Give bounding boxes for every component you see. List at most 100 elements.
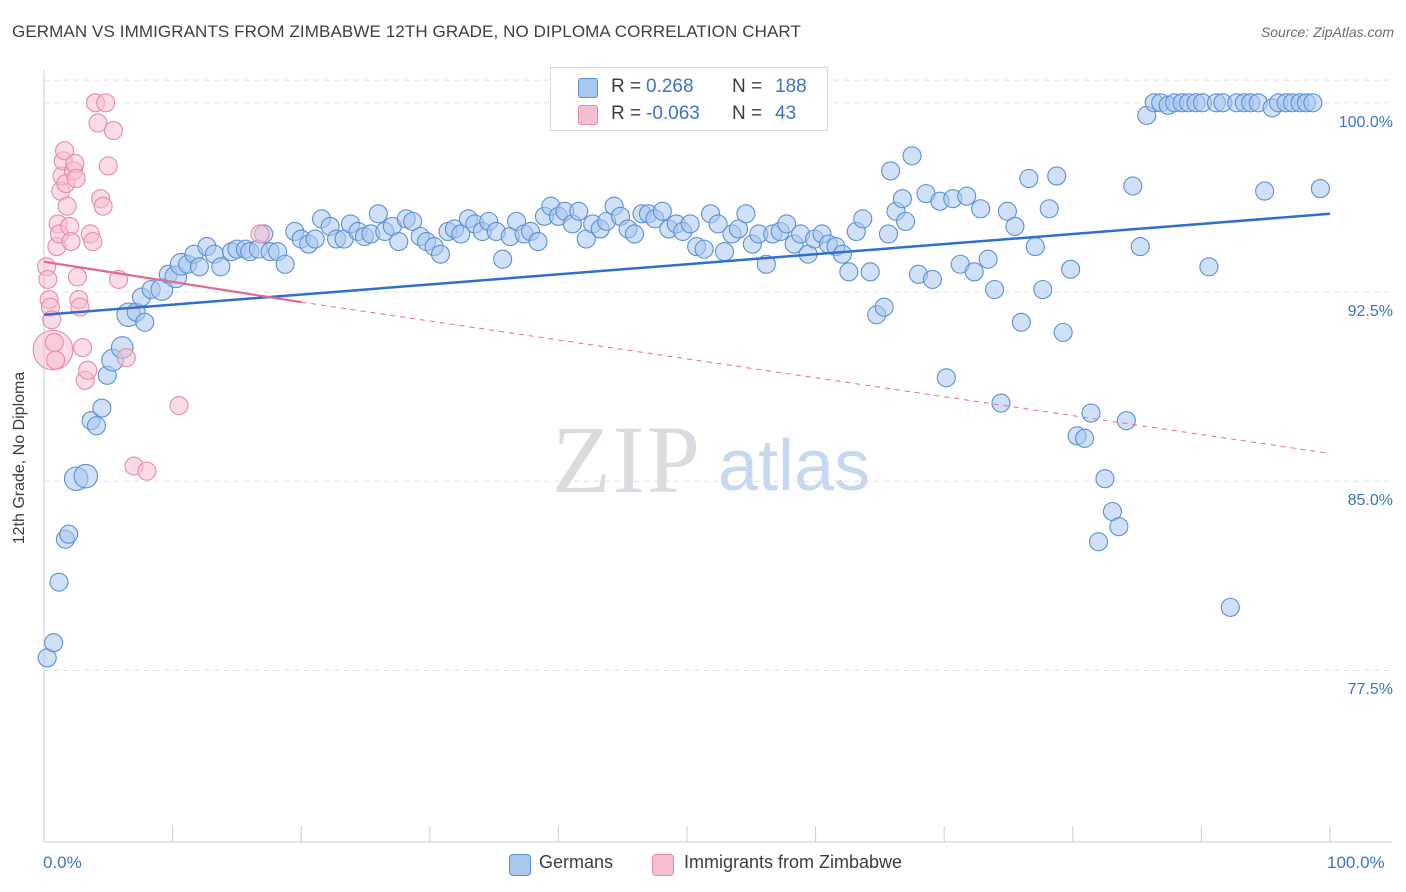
y-axis-title: 12th Grade, No Diploma	[11, 371, 28, 545]
data-point	[305, 229, 325, 249]
data-point	[902, 146, 922, 166]
data-point	[896, 211, 916, 231]
data-point	[736, 204, 756, 224]
data-point	[832, 244, 852, 264]
data-point	[528, 232, 548, 252]
series-legend-swatch-germans	[509, 854, 531, 876]
data-point	[169, 395, 189, 416]
data-point	[59, 524, 79, 544]
data-point	[493, 249, 513, 269]
zimbabwe-points	[32, 93, 270, 481]
data-point	[98, 156, 118, 176]
data-point	[1025, 237, 1045, 257]
data-point	[756, 254, 776, 274]
trend-lines	[43, 212, 1331, 454]
trend-line-zimbabwe-extension	[301, 301, 1331, 454]
data-point	[61, 232, 81, 252]
data-point	[1011, 312, 1031, 332]
chart-title: GERMAN VS IMMIGRANTS FROM ZIMBABWE 12TH …	[12, 22, 801, 41]
legend-row-germans: R = 0.268 N = 188	[551, 74, 827, 100]
data-point	[1053, 322, 1073, 342]
data-point	[957, 186, 977, 206]
data-point	[708, 214, 728, 234]
data-point	[971, 199, 991, 219]
legend-n-label: N =	[732, 103, 763, 124]
data-point	[1109, 517, 1129, 537]
data-point	[1116, 411, 1136, 431]
legend-r-label: R =	[611, 103, 642, 124]
data-point	[1005, 216, 1025, 236]
y-tick-label: 92.5%	[1347, 303, 1393, 320]
data-point	[86, 416, 107, 436]
gridlines	[44, 79, 1392, 671]
data-point	[44, 332, 64, 353]
source-credit: Source: ZipAtlas.com	[1261, 24, 1394, 40]
data-point	[874, 297, 894, 317]
data-point	[1075, 428, 1095, 448]
axes	[43, 70, 1392, 843]
data-point	[1130, 237, 1150, 257]
data-point	[44, 633, 64, 653]
source-name[interactable]: ZipAtlas.com	[1313, 24, 1394, 40]
series-legend-label-zimbabwe[interactable]: Immigrants from Zimbabwe	[684, 852, 903, 872]
data-point	[1255, 181, 1275, 201]
watermark-atlas: atlas	[718, 426, 870, 506]
data-point	[680, 214, 700, 234]
data-point	[389, 232, 409, 252]
y-tick-label: 77.5%	[1347, 681, 1393, 699]
data-point	[403, 211, 423, 231]
legend-swatch-germans	[578, 78, 598, 98]
data-point	[73, 337, 93, 358]
data-point	[1303, 93, 1323, 113]
legend-r-value: 0.268	[646, 76, 694, 97]
series-legend: Germans Immigrants from Zimbabwe	[0, 852, 1406, 878]
data-point	[211, 257, 231, 277]
trend-line-germans	[43, 212, 1331, 316]
data-point	[728, 219, 748, 239]
data-point	[964, 262, 984, 282]
data-point	[46, 350, 66, 370]
data-point	[892, 189, 912, 209]
data-point	[1019, 168, 1039, 189]
data-point	[88, 113, 108, 133]
x-tick-label-max: 100.0%	[1327, 853, 1385, 872]
data-point	[936, 368, 956, 388]
data-point	[451, 224, 471, 244]
data-point	[73, 463, 99, 489]
legend-swatch-zimbabwe	[578, 105, 598, 125]
data-point	[694, 239, 714, 259]
legend-n-value: 188	[775, 76, 807, 97]
data-point	[978, 249, 998, 269]
data-point	[624, 224, 645, 244]
data-point	[103, 120, 123, 141]
data-point	[189, 257, 209, 277]
data-point	[430, 244, 451, 264]
data-point	[116, 348, 136, 368]
data-point	[1039, 199, 1059, 219]
data-point	[997, 201, 1017, 221]
x-tick-label-min: 0.0%	[43, 853, 82, 872]
data-point	[569, 201, 589, 221]
watermark-zip: ZIP	[552, 406, 702, 513]
data-point	[275, 254, 295, 274]
data-point	[922, 269, 942, 289]
source-prefix: Source:	[1260, 24, 1314, 40]
german-points	[37, 93, 1330, 668]
data-point	[714, 242, 735, 262]
legend-row-zimbabwe: R = -0.063 N = 43	[551, 101, 827, 127]
data-point	[991, 393, 1011, 413]
series-legend-label-germans[interactable]: Germans	[539, 852, 614, 872]
series-legend-swatch-zimbabwe	[652, 854, 674, 876]
data-point	[92, 398, 112, 418]
data-point	[66, 168, 86, 189]
legend-r-value: -0.063	[646, 103, 700, 124]
y-tick-label: 100.0%	[1338, 113, 1393, 131]
data-point	[1199, 257, 1219, 277]
data-point	[368, 204, 388, 224]
data-point	[839, 262, 859, 282]
data-point	[83, 232, 103, 252]
legend-r-label: R =	[611, 76, 642, 97]
data-point	[878, 224, 899, 244]
data-point	[78, 360, 98, 380]
